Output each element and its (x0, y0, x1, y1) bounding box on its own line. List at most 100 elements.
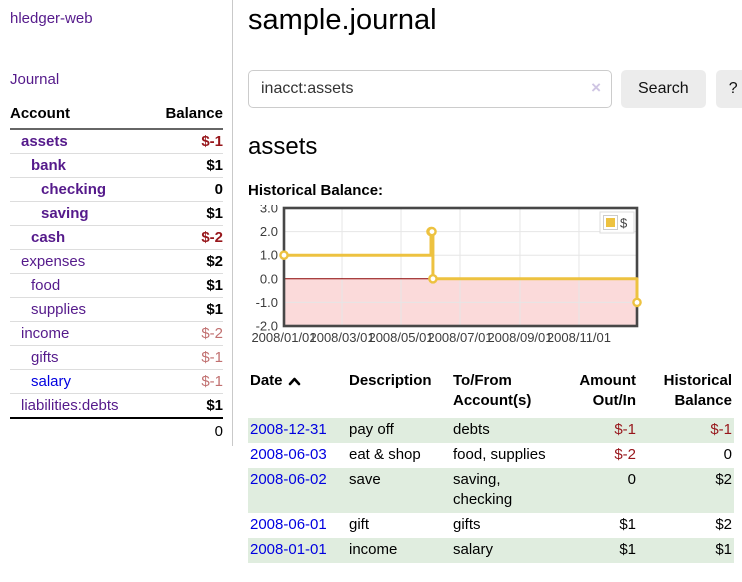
data-point (632, 297, 642, 308)
accounts-header-account: Account (10, 103, 150, 130)
chart-legend: $ (599, 211, 635, 234)
plot-border (282, 206, 639, 328)
page-title: sample.journal (248, 4, 437, 36)
search-input[interactable] (248, 70, 612, 108)
transaction-accounts: saving, checking (453, 471, 513, 508)
x-tick-label: 2008/05/01 (368, 330, 433, 345)
account-row: checking 0 (10, 177, 223, 202)
data-point (428, 274, 438, 284)
account-row: cash $-2 (10, 225, 223, 250)
main-content: sample.journal × Search ? assets Histori… (233, 0, 742, 563)
account-row: bank $1 (10, 153, 223, 178)
transaction-balance: $-1 (710, 421, 732, 438)
register-header-historical-balance: Historical Balance (663, 372, 732, 409)
transaction-amount: 0 (627, 471, 636, 488)
transaction-description: pay off (349, 421, 394, 438)
account-link[interactable]: supplies (31, 301, 87, 318)
account-balance: $1 (149, 201, 223, 226)
x-tick-label: 2008/03/01 (309, 330, 374, 345)
transaction-balance: $1 (715, 541, 732, 558)
account-balance: 0 (149, 177, 223, 202)
account-link[interactable]: assets (21, 133, 68, 150)
register-header-date: Date (248, 371, 347, 418)
account-row: gifts $-1 (10, 345, 223, 370)
x-tick-label: 2008/01/01 (251, 330, 316, 345)
transaction-date-link[interactable]: 2008-01-01 (250, 541, 327, 558)
y-tick-label: 0.0 (260, 271, 278, 286)
transaction-row: 2008-12-31 pay off debts $-1 $-1 (248, 418, 734, 443)
y-tick-label: -1.0 (256, 295, 278, 310)
transaction-amount: $-2 (614, 446, 636, 463)
brand-link[interactable]: hledger-web (10, 10, 93, 27)
y-tick-label: 3.0 (260, 205, 278, 216)
transaction-date-link[interactable]: 2008-12-31 (250, 421, 327, 438)
search-row: × Search ? (248, 70, 742, 108)
search-box: × (248, 70, 612, 108)
account-row: expenses $2 (10, 249, 223, 274)
account-row: supplies $1 (10, 297, 223, 322)
account-link[interactable]: checking (41, 181, 107, 198)
register-table: Date Description To/From Account(s) Amount … (248, 371, 734, 563)
account-link[interactable]: expenses (21, 253, 86, 270)
transaction-accounts: salary (453, 541, 494, 558)
account-link[interactable]: bank (31, 157, 67, 174)
data-point (427, 226, 437, 237)
transaction-amount: $-1 (614, 421, 636, 438)
transaction-date-link[interactable]: 2008-06-03 (250, 446, 327, 463)
x-tick-label: 2008/11/01 (547, 330, 611, 345)
search-button[interactable]: Search (621, 70, 706, 108)
historical-balance-chart: 3.0 2.0 1.0 0.0 -1.0 -2.0 2008/01/01 2008/03/01… (248, 201, 742, 355)
transaction-row: 2008-06-03 eat & shop food, supplies $-2 0 (248, 443, 734, 468)
account-heading: assets (248, 133, 318, 160)
account-balance: $-2 (149, 321, 223, 346)
account-row: food $1 (10, 273, 223, 298)
transaction-row: 2008-01-01 income salary $1 $1 (248, 538, 734, 563)
transaction-amount: $1 (619, 541, 636, 558)
account-row: saving $1 (10, 201, 223, 226)
transaction-accounts: food, supplies (453, 446, 546, 463)
register-header-description: Description (349, 372, 432, 389)
account-link[interactable]: salary (31, 373, 72, 390)
account-row: assets $-1 (10, 129, 223, 154)
sidebar-item-journal[interactable]: Journal (10, 71, 60, 88)
account-row: income $-2 (10, 321, 223, 346)
account-row: salary $-1 (10, 369, 223, 394)
transaction-accounts: gifts (453, 516, 481, 533)
account-link[interactable]: liabilities:debts (21, 397, 119, 414)
y-tick-label: 1.0 (260, 248, 278, 263)
transaction-balance: $2 (715, 471, 732, 488)
transaction-date-link[interactable]: 2008-06-02 (250, 471, 327, 488)
account-balance: $-2 (149, 225, 223, 250)
account-balance: $-1 (201, 133, 223, 150)
account-link[interactable]: saving (41, 205, 89, 222)
transaction-description: income (349, 541, 398, 558)
transaction-balance: 0 (723, 446, 732, 463)
y-tick-label: 2.0 (260, 224, 278, 239)
chart-title: Historical Balance: (248, 182, 384, 199)
sort-ascending-icon (288, 377, 300, 386)
x-tick-label: 2008/07/01 (427, 330, 492, 345)
accounts-total-row: 0 (10, 417, 223, 444)
account-balance: $-1 (149, 345, 223, 370)
x-tick-label: 2008/09/01 (487, 330, 552, 345)
page: hledger-web Journal Account Balance asse… (0, 0, 742, 563)
account-link[interactable]: cash (31, 229, 66, 246)
help-button[interactable]: ? (715, 70, 742, 108)
legend-swatch (606, 218, 615, 227)
data-point (279, 250, 289, 261)
account-balance: $1 (149, 273, 223, 298)
accounts-total-value: 0 (149, 417, 223, 444)
account-link[interactable]: food (31, 277, 61, 294)
transaction-accounts: debts (453, 421, 490, 438)
sidebar: hledger-web Journal Account Balance asse… (0, 0, 233, 446)
transaction-balance: $2 (715, 516, 732, 533)
clear-search-icon[interactable]: × (591, 78, 601, 97)
account-link[interactable]: gifts (31, 349, 59, 366)
legend-label: $ (620, 216, 628, 231)
transaction-description: gift (349, 516, 370, 533)
account-row: liabilities:debts $1 (10, 393, 223, 418)
transaction-date-link[interactable]: 2008-06-01 (250, 516, 327, 533)
account-link[interactable]: income (21, 325, 70, 342)
account-balance: $1 (149, 393, 223, 418)
transaction-row: 2008-06-01 gift gifts $1 $2 (248, 513, 734, 538)
